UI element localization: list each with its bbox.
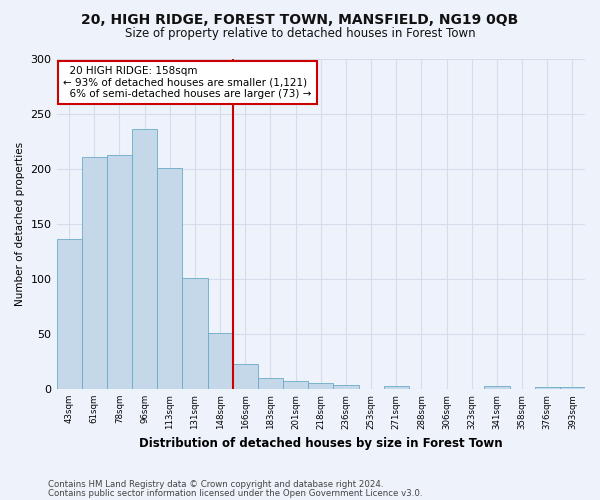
Bar bbox=[82, 157, 107, 389]
Text: 20, HIGH RIDGE, FOREST TOWN, MANSFIELD, NG19 0QB: 20, HIGH RIDGE, FOREST TOWN, MANSFIELD, … bbox=[82, 12, 518, 26]
Text: 20 HIGH RIDGE: 158sqm  
← 93% of detached houses are smaller (1,121)
  6% of sem: 20 HIGH RIDGE: 158sqm ← 93% of detached … bbox=[64, 66, 312, 99]
Bar bbox=[208, 333, 233, 389]
Bar bbox=[535, 386, 560, 389]
Text: Size of property relative to detached houses in Forest Town: Size of property relative to detached ho… bbox=[125, 28, 475, 40]
Bar bbox=[233, 364, 258, 389]
Bar bbox=[560, 386, 585, 389]
Bar bbox=[308, 384, 334, 389]
Bar bbox=[132, 130, 157, 389]
Bar bbox=[182, 278, 208, 389]
Bar bbox=[56, 240, 82, 389]
Bar bbox=[258, 378, 283, 389]
Y-axis label: Number of detached properties: Number of detached properties bbox=[15, 142, 25, 306]
X-axis label: Distribution of detached houses by size in Forest Town: Distribution of detached houses by size … bbox=[139, 437, 503, 450]
Text: Contains HM Land Registry data © Crown copyright and database right 2024.: Contains HM Land Registry data © Crown c… bbox=[48, 480, 383, 489]
Bar bbox=[383, 386, 409, 389]
Bar bbox=[334, 384, 359, 389]
Bar bbox=[484, 386, 509, 389]
Bar bbox=[283, 381, 308, 389]
Bar bbox=[107, 154, 132, 389]
Text: Contains public sector information licensed under the Open Government Licence v3: Contains public sector information licen… bbox=[48, 489, 422, 498]
Bar bbox=[157, 168, 182, 389]
